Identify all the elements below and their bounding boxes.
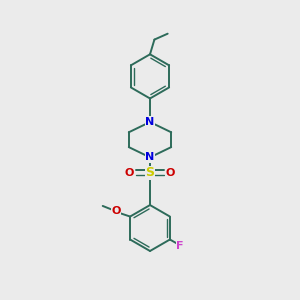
Text: S: S	[146, 166, 154, 179]
Text: F: F	[176, 241, 184, 251]
Text: O: O	[125, 168, 134, 178]
Text: N: N	[146, 117, 154, 127]
Text: O: O	[111, 206, 121, 216]
Text: N: N	[146, 152, 154, 162]
Text: O: O	[166, 168, 175, 178]
